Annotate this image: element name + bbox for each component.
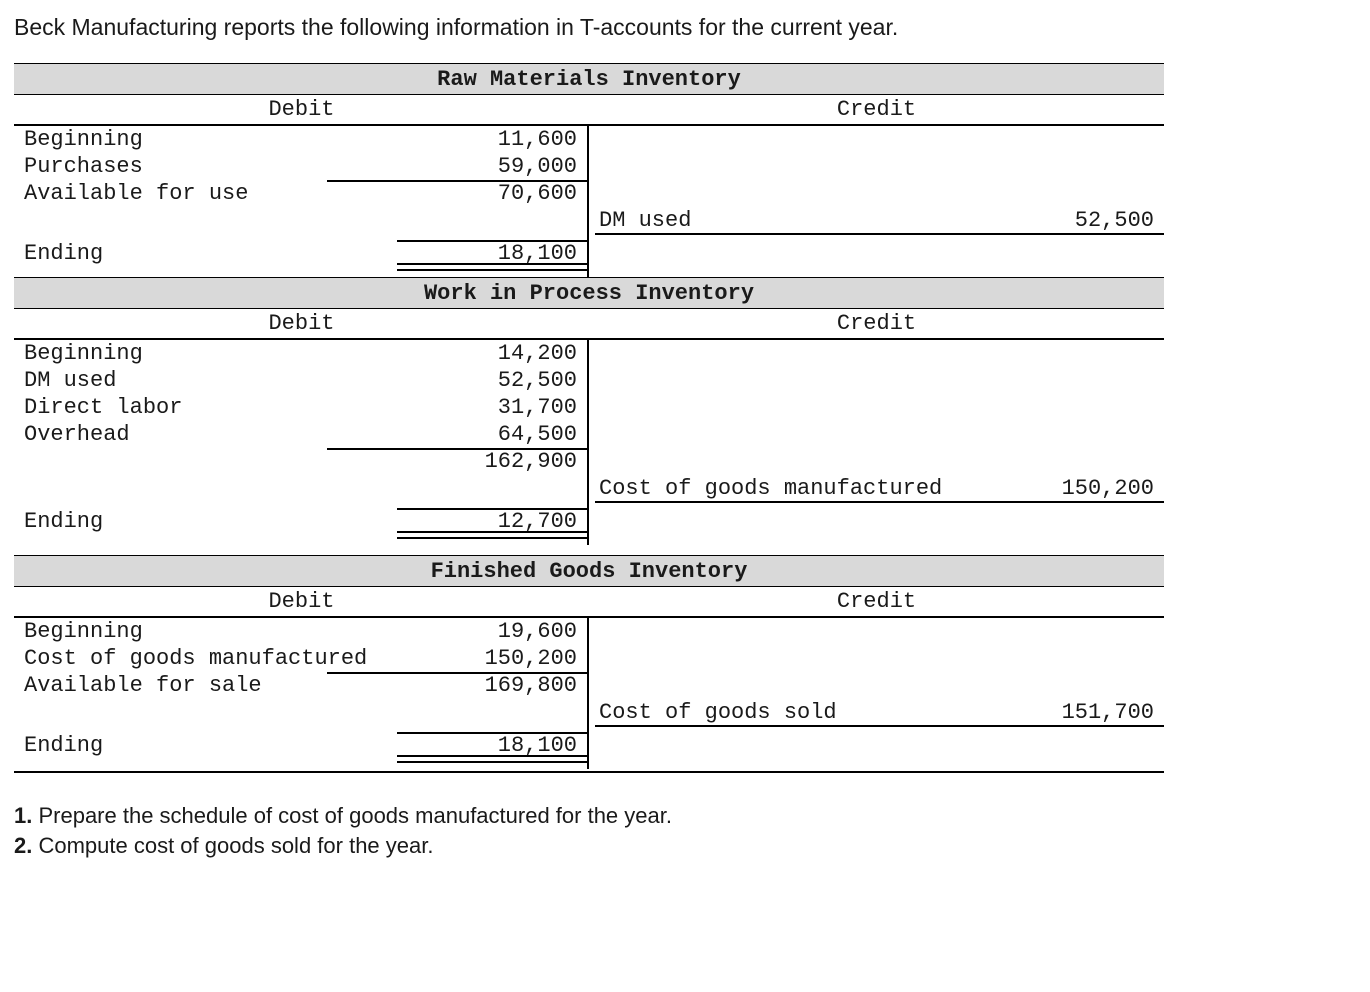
fg-header-row: Debit Credit (14, 587, 1164, 618)
cell-value: 52,500 (457, 368, 577, 393)
spacer-row (589, 180, 1164, 207)
cell-label: Available for use (24, 181, 457, 206)
credit-header: Credit (589, 95, 1164, 124)
credit-row: Cost of goods manufactured150,200 (589, 475, 1164, 502)
cell-label: Purchases (24, 154, 457, 179)
spacer-row (14, 475, 587, 502)
spacer-row (14, 207, 587, 234)
cell-label: Ending (24, 241, 457, 266)
spacer-row (589, 448, 1164, 475)
cell-label (24, 449, 457, 474)
table-row: Overhead64,500 (14, 421, 587, 448)
spacer-row (589, 618, 1164, 645)
spacer-row (589, 153, 1164, 180)
cell-label: Cost of goods sold (599, 700, 1034, 725)
debit-header: Debit (14, 309, 589, 338)
cell-value: 12,700 (457, 509, 577, 534)
cell-value: 52,500 (1034, 208, 1154, 233)
subtotal-row: Available for sale169,800 (14, 672, 587, 699)
credit-header: Credit (589, 309, 1164, 338)
wip-header-row: Debit Credit (14, 309, 1164, 340)
spacer-row (589, 367, 1164, 394)
spacer-row (589, 340, 1164, 367)
table-row: Direct labor31,700 (14, 394, 587, 421)
credit-header: Credit (589, 587, 1164, 616)
questions-block: 1. Prepare the schedule of cost of goods… (14, 801, 1356, 860)
ending-row: Ending18,100 (14, 240, 587, 267)
cell-value: 19,600 (457, 619, 577, 644)
ending-row: Ending18,100 (14, 732, 587, 759)
question-1: 1. Prepare the schedule of cost of goods… (14, 801, 1356, 831)
wip-title: Work in Process Inventory (14, 277, 1164, 309)
spacer-row (589, 126, 1164, 153)
cell-label: Beginning (24, 619, 457, 644)
table-row: Purchases59,000 (14, 153, 587, 180)
wip-body: Beginning14,200 DM used52,500 Direct lab… (14, 340, 1164, 545)
cell-label: Cost of goods manufactured (24, 646, 457, 671)
cell-label: DM used (599, 208, 1034, 233)
cell-value: 59,000 (457, 154, 577, 179)
spacer-row (589, 645, 1164, 672)
spacer-row (589, 672, 1164, 699)
table-row: Beginning11,600 (14, 126, 587, 153)
q1-num: 1. (14, 803, 32, 828)
cell-label: Ending (24, 733, 457, 758)
question-2: 2. Compute cost of goods sold for the ye… (14, 831, 1356, 861)
cell-label: Ending (24, 509, 457, 534)
cell-value: 162,900 (457, 449, 577, 474)
debit-header: Debit (14, 95, 589, 124)
cell-value: 11,600 (457, 127, 577, 152)
table-row: Beginning14,200 (14, 340, 587, 367)
table-row: Cost of goods manufactured150,200 (14, 645, 587, 672)
cell-label: Direct labor (24, 395, 457, 420)
q1-text: Prepare the schedule of cost of goods ma… (32, 803, 672, 828)
cell-value: 14,200 (457, 341, 577, 366)
cell-label: Overhead (24, 422, 457, 447)
cell-value: 151,700 (1034, 700, 1154, 725)
fg-body: Beginning19,600 Cost of goods manufactur… (14, 618, 1164, 769)
cell-value: 70,600 (457, 181, 577, 206)
debit-header: Debit (14, 587, 589, 616)
cell-label: DM used (24, 368, 457, 393)
cell-value: 64,500 (457, 422, 577, 447)
spacer-row (589, 394, 1164, 421)
q2-text: Compute cost of goods sold for the year. (32, 833, 433, 858)
table-row: DM used52,500 (14, 367, 587, 394)
raw-title: Raw Materials Inventory (14, 63, 1164, 95)
spacer-row (589, 421, 1164, 448)
subtotal-row: Available for use70,600 (14, 180, 587, 207)
cell-label: Beginning (24, 127, 457, 152)
intro-text: Beck Manufacturing reports the following… (14, 14, 1356, 41)
cell-label: Cost of goods manufactured (599, 476, 1034, 501)
credit-row: DM used52,500 (589, 207, 1164, 234)
raw-body: Beginning11,600 Purchases59,000 Availabl… (14, 126, 1164, 277)
cell-value: 150,200 (1034, 476, 1154, 501)
bottom-rule (14, 769, 1164, 773)
t-accounts-container: Raw Materials Inventory Debit Credit Beg… (14, 63, 1164, 773)
subtotal-row: 162,900 (14, 448, 587, 475)
q2-num: 2. (14, 833, 32, 858)
cell-value: 150,200 (457, 646, 577, 671)
fg-title: Finished Goods Inventory (14, 555, 1164, 587)
cell-value: 18,100 (457, 241, 577, 266)
raw-header-row: Debit Credit (14, 95, 1164, 126)
spacer-row (14, 699, 587, 726)
cell-value: 169,800 (457, 673, 577, 698)
cell-label: Beginning (24, 341, 457, 366)
cell-value: 18,100 (457, 733, 577, 758)
ending-row: Ending12,700 (14, 508, 587, 535)
table-row: Beginning19,600 (14, 618, 587, 645)
credit-row: Cost of goods sold151,700 (589, 699, 1164, 726)
cell-label: Available for sale (24, 673, 457, 698)
cell-value: 31,700 (457, 395, 577, 420)
